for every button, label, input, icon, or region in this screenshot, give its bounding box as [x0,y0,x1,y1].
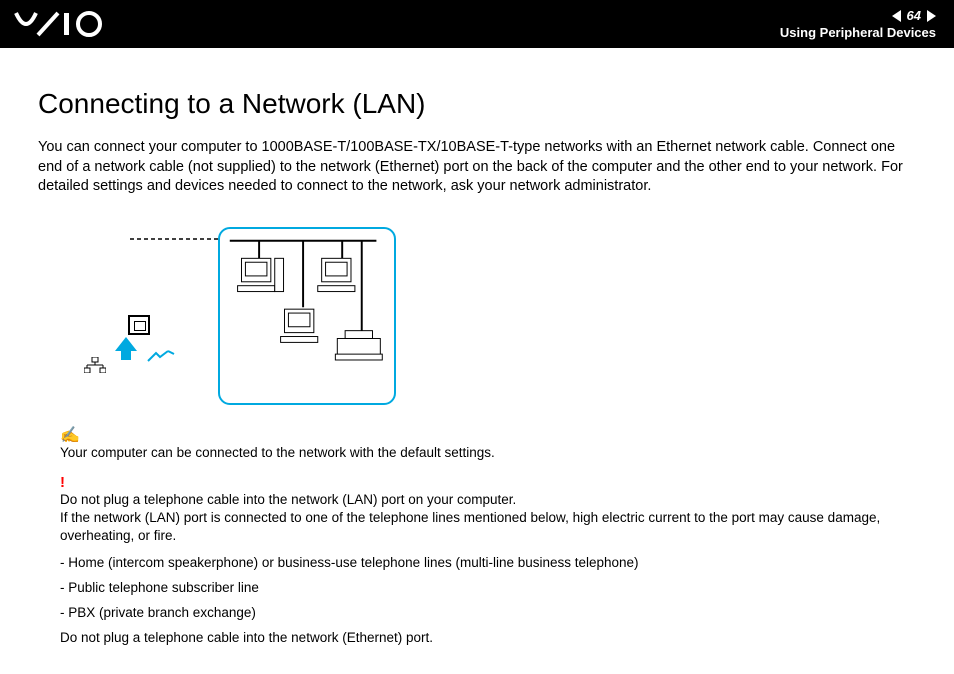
warning-bullet-2: - Public telephone subscriber line [60,580,916,595]
warning-text: Do not plug a telephone cable into the n… [60,491,916,546]
network-tree-icon [84,357,106,376]
network-diagram [90,227,916,407]
up-arrow-icon [115,337,137,351]
warning-bullet-1: - Home (intercom speakerphone) or busine… [60,555,916,570]
port-indicator [84,315,194,375]
next-page-icon[interactable] [927,10,936,22]
content: Connecting to a Network (LAN) You can co… [0,48,954,645]
warning-bullet-3: - PBX (private branch exchange) [60,605,916,620]
note-text: Your computer can be connected to the ne… [60,445,916,460]
ethernet-port-icon [128,315,150,335]
page-nav: 64 Using Peripheral Devices [780,8,936,40]
page-title: Connecting to a Network (LAN) [38,88,916,120]
vaio-logo [14,11,124,37]
section-title: Using Peripheral Devices [780,25,936,40]
warning-line-1: Do not plug a telephone cable into the n… [60,492,516,507]
note-icon: ✍ [60,425,916,445]
lan-box [218,227,396,405]
warning-icon: ! [60,474,916,491]
warning-line-2: If the network (LAN) port is connected t… [60,510,880,543]
prev-page-icon[interactable] [892,10,901,22]
header-bar: 64 Using Peripheral Devices [0,0,954,48]
dashed-connector [130,235,220,243]
cable-icon [146,349,176,366]
closing-line: Do not plug a telephone cable into the n… [60,630,916,645]
intro-paragraph: You can connect your computer to 1000BAS… [38,138,916,197]
page-number: 64 [907,8,921,23]
